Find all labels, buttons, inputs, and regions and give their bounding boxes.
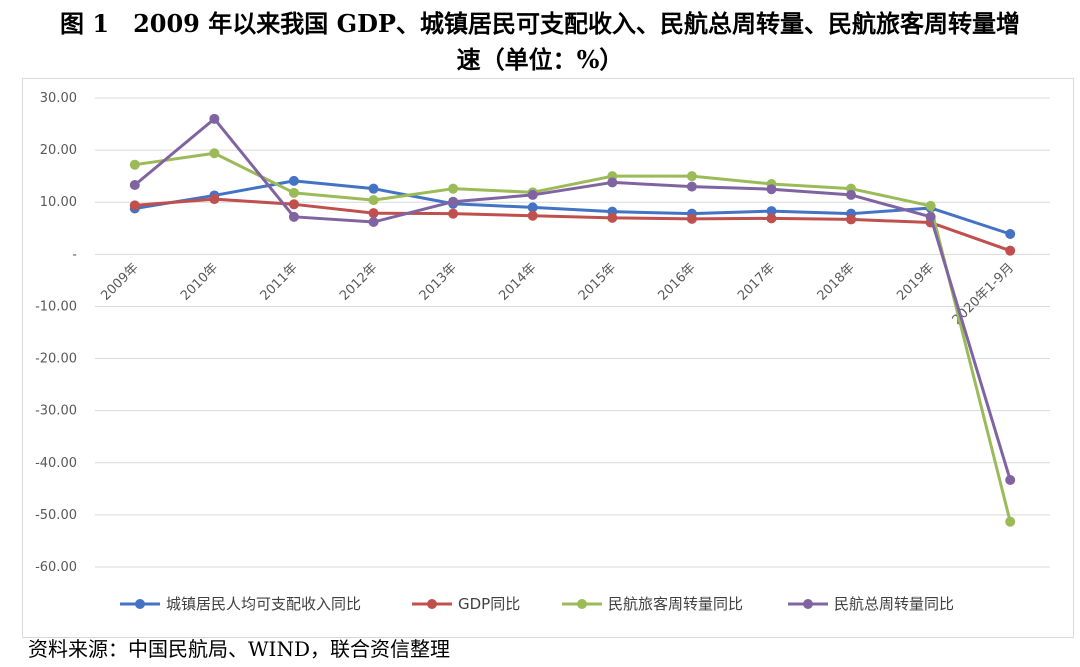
series-3-point [129,159,140,170]
series-4-point [209,113,220,124]
x-tick-label: 2018年 [815,261,858,304]
y-tick-label: -40.00 [35,456,77,471]
x-tick-label: 2013年 [417,261,460,304]
series-2-point [766,213,777,224]
legend-label: 城镇居民人均可支配收入同比 [166,595,361,613]
series-line-4 [133,117,1012,481]
series-3-point [288,187,299,198]
series-4-point [1005,474,1016,485]
series-1-point [527,202,538,213]
series-1-point [766,206,777,217]
title-line-1: 图 1 2009 年以来我国 GDP、城镇居民可支配收入、民航总周转量、民航旅客… [60,9,1020,38]
legend-marker [577,599,587,609]
x-tick-label: 2012年 [337,261,380,304]
series-4-point [448,196,459,207]
series-1-point [368,183,379,194]
x-tick-label: 2017年 [735,261,778,304]
series-2-point [448,208,459,219]
series-2-point [368,208,379,219]
legend-marker [427,599,437,609]
series-4-point [686,181,697,192]
x-tick-label: 2019年 [894,261,937,304]
y-tick-label: -30.00 [35,404,77,419]
series-4-point [527,189,538,200]
series-4-point [607,177,618,188]
y-tick-label: -50.00 [35,508,77,523]
series-4-point [925,211,936,222]
legend-label: GDP同比 [458,595,520,613]
y-tick-label: 30.00 [40,91,77,106]
y-tick-label: - [72,247,77,262]
title-line-2: 速（单位：%） [456,45,624,74]
series-2-point [686,213,697,224]
series-3-point [1005,516,1016,527]
legend-label: 民航旅客周转量同比 [608,595,743,613]
y-tick-label: -20.00 [35,352,77,367]
y-tick-label: 10.00 [40,195,77,210]
y-tick-label: 20.00 [40,143,77,158]
series-4-point [288,211,299,222]
series-line-3 [134,151,1012,523]
series-2-point [129,200,140,211]
series-4-point [129,180,140,191]
series-2-point [288,199,299,210]
x-tick-label: 2009年 [98,261,141,304]
series-2-point [1005,245,1016,256]
series-line-2 [134,197,1011,253]
series-line-1 [134,179,1011,236]
x-tick-label: 2016年 [656,261,699,304]
x-tick-label: 2010年 [178,261,221,304]
series-4-point [766,184,777,195]
y-tick-label: -10.00 [35,299,77,314]
chart-title: 图 1 2009 年以来我国 GDP、城镇居民可支配收入、民航总周转量、民航旅客… [0,6,1080,78]
legend-marker [803,599,813,609]
series-3-point [368,195,379,206]
legend-marker [135,599,145,609]
chart-frame [22,78,1074,638]
series-2-point [607,212,618,223]
series-3-point [925,200,936,211]
series-3-point [448,183,459,194]
legend-label: 民航总周转量同比 [834,595,954,613]
series-2-point [209,194,220,205]
x-tick-label: 2011年 [258,261,301,304]
line-chart: 30.00 20.00 10.00 - -10.00 -20.00 -30.00 -40.00… [35,91,1050,613]
series-4-point [846,189,857,200]
source-note: 资料来源：中国民航局、WIND，联合资信整理 [28,637,450,661]
series-3-point [209,148,220,159]
series-2-point [846,214,857,225]
series-1-point [1005,229,1016,240]
series-3-point [686,171,697,182]
y-tick-label: -60.00 [35,560,77,575]
x-tick-label: 2015年 [576,261,619,304]
x-tick-label: 2014年 [496,261,539,304]
series-4-point [368,217,379,228]
series-2-point [527,210,538,221]
series-1-point [288,175,299,186]
